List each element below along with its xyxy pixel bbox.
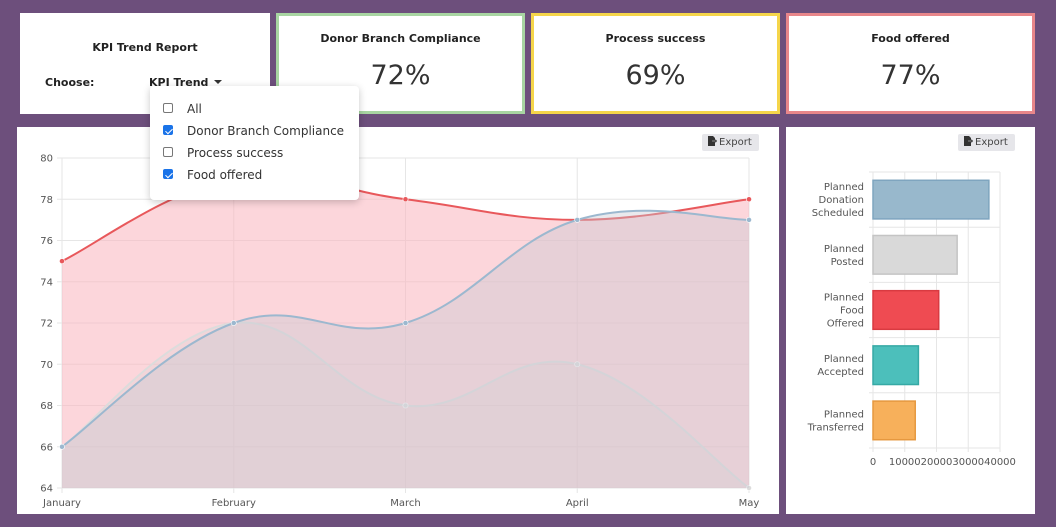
series-point [746,216,752,223]
series-point [230,320,237,326]
y-tick-label: Planned Donation Scheduled [812,182,864,219]
kpi-card-donor-branch-compliance: Donor Branch Compliance 72% [276,13,525,114]
report-title: KPI Trend Report [92,41,198,54]
x-tick-label: January [42,498,81,509]
y-tick-label: 76 [40,236,53,247]
kpi-trend-dropdown-toggle[interactable]: KPI Trend [149,76,223,89]
x-tick-label: 0 [870,457,876,468]
choose-label: Choose: [45,76,95,89]
y-tick-label: 78 [40,195,53,206]
kpi-trend-dropdown-label: KPI Trend [149,76,209,89]
kpi-label: Process success [605,32,706,45]
y-tick-label: 66 [40,442,53,453]
kpi-card-food-offered: Food offered 77% [786,13,1035,114]
kpi-value: 72% [370,60,431,91]
x-tick-label: April [566,498,589,509]
series-point [746,196,752,203]
y-tick-label: 74 [40,277,53,288]
series-area [62,322,749,488]
series-point [402,196,409,203]
checkbox[interactable] [163,169,173,179]
x-tick-label: 10000 [889,457,921,468]
kpi-card-process-success: Process success 69% [531,13,780,114]
series-point [746,485,752,491]
planned-bar-chart-panel: Export 0 10000 20000 30000 40000 Planned Donat… [786,127,1035,514]
y-tick-label: Planned Transferred [807,409,864,433]
report-header-card: KPI Trend Report Choose: KPI Trend [20,13,270,114]
line-chart: 64 66 68 70 72 74 76 78 80 January February March Ap… [40,154,760,510]
bar [872,345,920,386]
option-label: Process success [187,146,284,160]
export-label: Export [719,137,752,148]
y-tick-label: 68 [40,401,53,412]
bar [872,289,940,331]
bar [872,179,990,220]
x-tick-label: February [212,498,256,509]
export-icon [708,136,717,146]
kpi-label: Food offered [871,32,950,45]
y-tick-label: 80 [40,154,53,165]
x-tick-label: March [390,498,420,509]
series-point [402,320,409,326]
bar [872,234,958,275]
kpi-label: Donor Branch Compliance [320,32,481,45]
series-area [62,210,749,488]
checkbox[interactable] [163,147,173,157]
caret-down-icon [214,80,223,84]
export-icon [964,136,973,146]
y-tick-label: Planned Accepted [817,354,864,378]
x-tick-label: May [739,498,760,509]
x-tick-label: 20000 [921,457,953,468]
x-tick-label: 30000 [952,457,984,468]
series-point [574,216,581,223]
kpi-trend-chart-panel: Export 64 66 68 70 72 74 76 78 80 January February… [17,127,779,514]
option-label: Donor Branch Compliance [187,124,345,138]
export-button[interactable]: Export [958,134,1015,151]
y-tick-label: 64 [40,484,53,495]
kpi-value: 69% [625,60,686,91]
series-point [59,443,65,450]
series-point [574,361,581,368]
y-tick-label: 70 [40,360,53,371]
x-tick-label: 40000 [984,457,1016,468]
checkbox[interactable] [163,125,173,135]
y-tick-label: Planned Posted [824,244,864,268]
y-tick-label: 72 [40,319,53,330]
option-label: Food offered [187,168,263,182]
series-point [402,402,409,409]
series-area [62,175,749,489]
y-tick-label: Planned Food Offered [824,293,864,330]
bar-chart: 0 10000 20000 30000 40000 Planned Donation Sche… [807,171,1016,468]
series-point [59,258,65,265]
checkbox[interactable] [163,103,173,113]
bar [872,400,916,441]
kpi-value: 77% [880,60,941,91]
option-label: All [187,102,202,116]
kpi-trend-dropdown-menu: All Donor Branch Compliance Process succ… [150,86,359,200]
export-button[interactable]: Export [702,134,759,151]
export-label: Export [975,137,1008,148]
